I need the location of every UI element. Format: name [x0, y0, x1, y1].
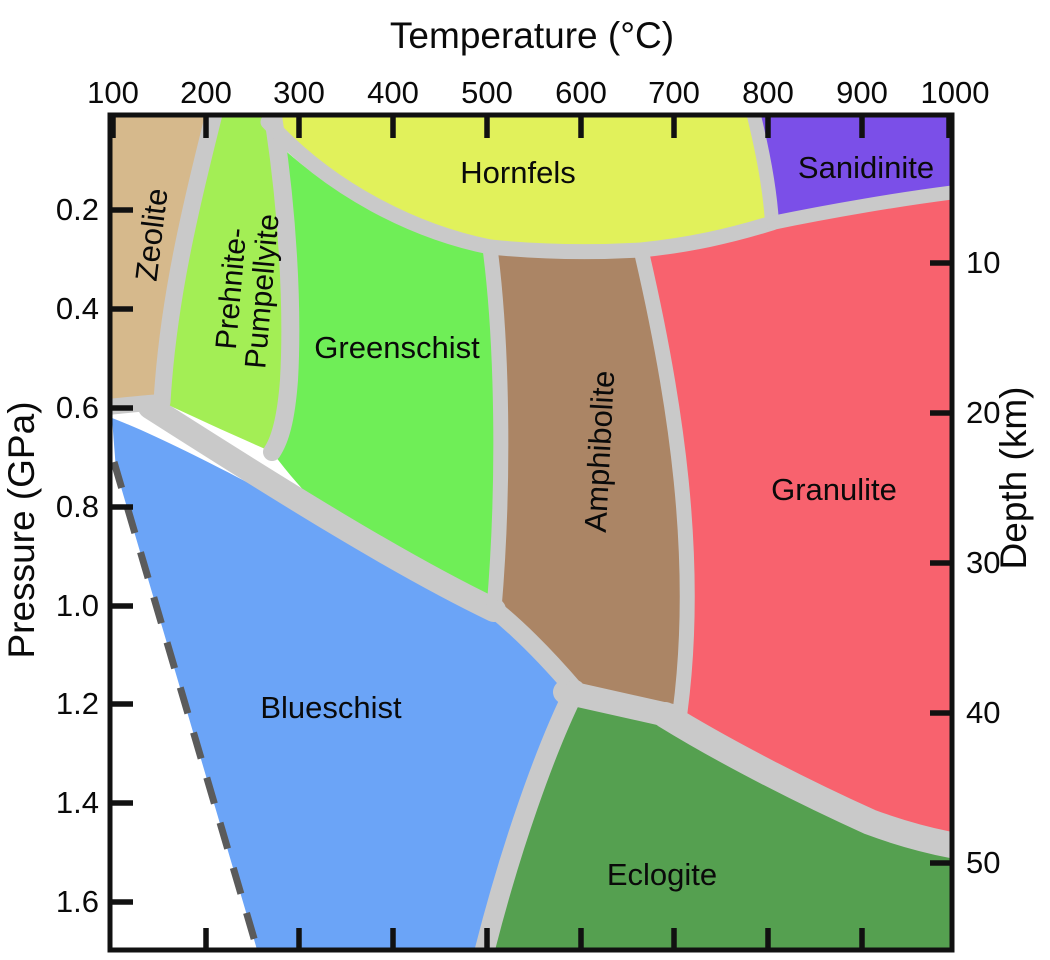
top-tick-label: 1000	[921, 75, 990, 110]
right-tick-label: 30	[966, 545, 1000, 580]
region-greenschist	[272, 142, 501, 609]
region-eclogite	[485, 690, 951, 949]
top-tick-label: 600	[555, 75, 607, 110]
region-amphibolite	[490, 248, 688, 712]
label-blueschist: Blueschist	[260, 690, 402, 725]
right-tick-labels: 10 20 30 40 50	[966, 245, 1000, 880]
boundary-hornfels-left	[260, 116, 498, 255]
boundary-blueschist-amphibolite	[485, 600, 584, 699]
boundary-hornfels-right	[482, 215, 780, 260]
left-tick-label: 0.6	[56, 390, 99, 425]
label-eclogite: Eclogite	[607, 857, 717, 892]
region-blueschist	[112, 418, 575, 949]
facies-boundaries	[111, 116, 951, 949]
right-tick-label: 10	[966, 245, 1000, 280]
top-tick-label: 200	[180, 75, 232, 110]
region-granulite	[641, 192, 951, 845]
right-tick-label: 40	[966, 695, 1000, 730]
boundary-blueschist-greenschist	[138, 395, 506, 622]
left-axis-title: Pressure (GPa)	[1, 401, 42, 658]
plot-border	[107, 112, 955, 953]
left-tick-label: 1.6	[56, 884, 99, 919]
left-tick-label: 1.0	[56, 588, 99, 623]
top-tick-label: 700	[648, 75, 700, 110]
top-tick-label: 800	[742, 75, 794, 110]
label-hornfels: Hornfels	[460, 155, 575, 190]
left-tick-label: 0.8	[56, 489, 99, 524]
top-tick-label: 400	[367, 75, 419, 110]
left-tick-label: 1.4	[56, 785, 99, 820]
label-amphibolite: Amphibolite	[578, 370, 621, 534]
label-sanidinite: Sanidinite	[798, 150, 934, 185]
top-tick-label: 100	[87, 75, 139, 110]
top-tick-label: 900	[836, 75, 888, 110]
region-hornfels	[268, 116, 772, 252]
boundary-prehnite-greenschist	[263, 116, 300, 461]
top-axis-title: Temperature (°C)	[390, 15, 674, 56]
right-axis-title: Depth (km)	[993, 387, 1034, 570]
left-tick-label: 1.2	[56, 686, 99, 721]
right-tick-label: 50	[966, 845, 1000, 880]
top-tick-labels: 100 200 300 400 500 600 700 800 900 1000	[87, 75, 989, 110]
boundary-blueschist-eclogite	[474, 680, 585, 949]
axis-ticks	[110, 117, 952, 948]
boundary-sanidinite-granulite	[765, 185, 951, 230]
boundary-hornfels-sanidinite	[746, 116, 779, 230]
top-tick-label: 500	[461, 75, 513, 110]
label-granulite: Granulite	[771, 472, 897, 507]
left-tick-label: 0.2	[56, 192, 99, 227]
dashed-limit-line	[111, 461, 261, 949]
boundary-greenschist-amphibolite	[482, 240, 509, 617]
label-greenschist: Greenschist	[314, 330, 480, 365]
top-tick-label: 300	[273, 75, 325, 110]
boundary-granulite-eclogite	[652, 702, 951, 859]
left-tick-labels: 0.2 0.4 0.6 0.8 1.0 1.2 1.4 1.6	[56, 192, 99, 919]
label-prehnite-pumpellyite: Prehnite- Pumpellyite	[210, 213, 286, 370]
left-tick-label: 0.4	[56, 291, 99, 326]
boundary-zeolite-prehnite	[153, 116, 223, 411]
right-tick-label: 20	[966, 395, 1000, 430]
boundary-amphibolite-granulite	[633, 242, 695, 720]
